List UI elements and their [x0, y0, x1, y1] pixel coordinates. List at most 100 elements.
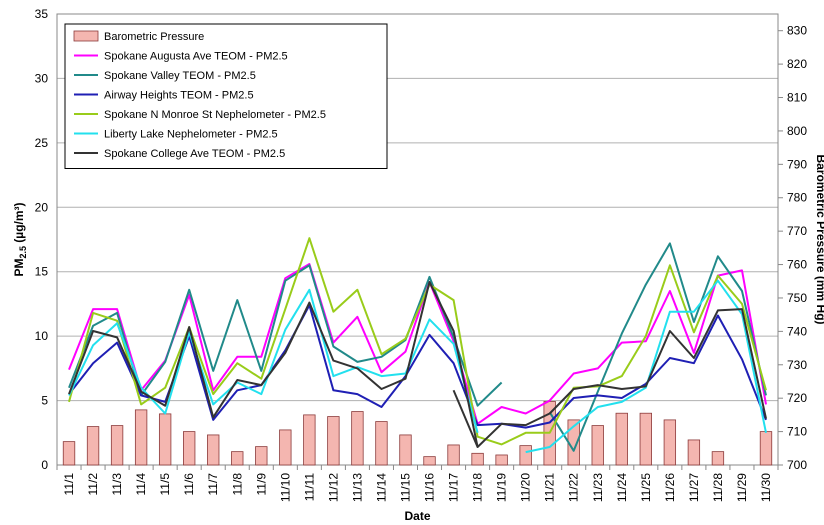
x-tick-label: 11/13	[350, 473, 364, 502]
y-left-tick-label: 30	[35, 71, 49, 85]
x-tick-label: 11/3	[110, 473, 124, 496]
pressure-bar	[663, 419, 677, 466]
pressure-bar	[327, 416, 340, 466]
y-left-tick-label: 25	[35, 136, 49, 150]
pressure-bar	[687, 439, 701, 466]
pressure-bar	[86, 426, 100, 466]
pressure-bar	[423, 456, 436, 466]
pressure-bar	[158, 413, 172, 466]
y-axis-left-title-main: PM	[12, 259, 26, 277]
x-axis-title: Date	[404, 509, 430, 523]
y-axis-right-title: Barometric Pressure (mm Hg)	[814, 154, 824, 324]
x-tick-label: 11/2	[86, 473, 100, 496]
y-right-tick-label: 820	[787, 57, 807, 71]
x-tick-label: 11/1	[62, 473, 76, 496]
y-left-tick-label: 35	[35, 7, 49, 21]
pressure-bar	[183, 431, 196, 466]
y-axis-left-title-units: (µg/m³)	[12, 202, 26, 246]
x-tick-label: 11/27	[687, 473, 701, 502]
legend-label: Spokane N Monroe St Nephelometer - PM2.5	[104, 109, 326, 121]
line-series-layer	[68, 237, 767, 454]
x-tick-label: 11/22	[567, 473, 581, 502]
pressure-bar	[711, 451, 725, 466]
y-right-tick-label: 780	[787, 191, 807, 205]
y-left-tick-label: 20	[35, 200, 49, 214]
pressure-bar	[615, 412, 628, 466]
y-left-tick-label: 5	[41, 394, 48, 408]
pressure-bar	[134, 409, 148, 466]
y-left-tick-label: 10	[35, 329, 49, 343]
legend-label: Spokane College Ave TEOM - PM2.5	[104, 148, 285, 160]
series-line-2	[68, 264, 503, 407]
x-tick-label: 11/25	[639, 473, 653, 502]
series-line-1	[68, 263, 767, 425]
bar-series-layer	[62, 401, 773, 466]
pressure-bar	[375, 421, 388, 466]
x-tick-label: 11/7	[206, 473, 220, 496]
pressure-bar	[591, 425, 604, 466]
pressure-bar	[110, 425, 124, 466]
pressure-bar	[207, 434, 220, 466]
pressure-bar	[255, 446, 268, 466]
series-line-6	[68, 281, 767, 448]
x-tick-label: 11/30	[759, 473, 773, 502]
x-tick-label: 11/14	[374, 473, 388, 502]
series-line-segment	[452, 389, 479, 448]
x-tick-label: 11/4	[134, 473, 148, 496]
series-line-5	[525, 279, 767, 454]
x-tick-label: 11/9	[254, 473, 268, 496]
x-tick-label: 11/12	[326, 473, 340, 502]
y-right-tick-label: 810	[787, 91, 807, 105]
x-tick-label: 11/21	[543, 473, 557, 502]
series-line-2	[548, 242, 767, 452]
y-right-tick-label: 720	[787, 391, 807, 405]
pressure-bar	[399, 434, 412, 466]
pressure-bar	[495, 454, 508, 466]
pressure-bar	[519, 445, 532, 466]
x-tick-label: 11/28	[711, 473, 725, 502]
pressure-bar	[279, 429, 292, 466]
y-right-tick-label: 830	[787, 24, 807, 38]
x-tick-label: 11/20	[519, 473, 533, 502]
x-tick-label: 11/26	[663, 473, 677, 502]
pressure-bar	[62, 441, 76, 466]
legend-label: Spokane Valley TEOM - PM2.5	[104, 70, 256, 82]
y-left-tick-label: 0	[41, 458, 48, 472]
legend-label: Spokane Augusta Ave TEOM - PM2.5	[104, 51, 288, 63]
legend-label: Airway Heights TEOM - PM2.5	[104, 90, 254, 102]
y-right-tick-label: 800	[787, 124, 807, 138]
x-tick-label: 11/23	[591, 473, 605, 502]
x-tick-label: 11/8	[230, 473, 244, 496]
y-right-tick-label: 750	[787, 291, 807, 305]
x-tick-label: 11/29	[735, 473, 749, 502]
legend-label: Barometric Pressure	[104, 31, 204, 43]
pressure-bar	[639, 412, 652, 466]
x-tick-label: 11/10	[278, 473, 292, 502]
x-tick-label: 11/17	[447, 473, 461, 502]
pressure-bar	[471, 452, 484, 466]
axis-labels: 0 5 10 15 20 25 30 35 700 710 720 730 740 750 760 770 78…	[35, 7, 808, 502]
x-tick-label: 11/6	[182, 473, 196, 496]
pressure-bar	[231, 451, 244, 466]
x-tick-label: 11/19	[495, 473, 509, 502]
x-tick-label: 11/11	[302, 473, 316, 502]
pressure-bar	[351, 411, 364, 466]
y-right-tick-label: 790	[787, 157, 807, 171]
x-tick-label: 11/5	[158, 473, 172, 496]
y-right-tick-label: 700	[787, 458, 807, 472]
y-right-tick-label: 740	[787, 324, 807, 338]
y-right-tick-label: 710	[787, 425, 807, 439]
x-tick-label: 11/15	[398, 473, 412, 502]
pressure-bar	[303, 414, 316, 466]
y-axis-left-title: PM2.5 (µg/m³)	[12, 202, 28, 276]
y-axis-left-title-sub: 2.5	[18, 246, 28, 259]
pressure-bar	[447, 444, 460, 466]
x-tick-label: 11/16	[423, 473, 437, 502]
legend-label: Liberty Lake Nephelometer - PM2.5	[104, 129, 278, 141]
y-left-tick-label: 15	[35, 265, 49, 279]
pressure-bar	[759, 431, 773, 466]
y-right-tick-label: 760	[787, 258, 807, 272]
y-right-tick-label: 770	[787, 224, 807, 238]
legend-swatch-pressure	[73, 30, 99, 42]
